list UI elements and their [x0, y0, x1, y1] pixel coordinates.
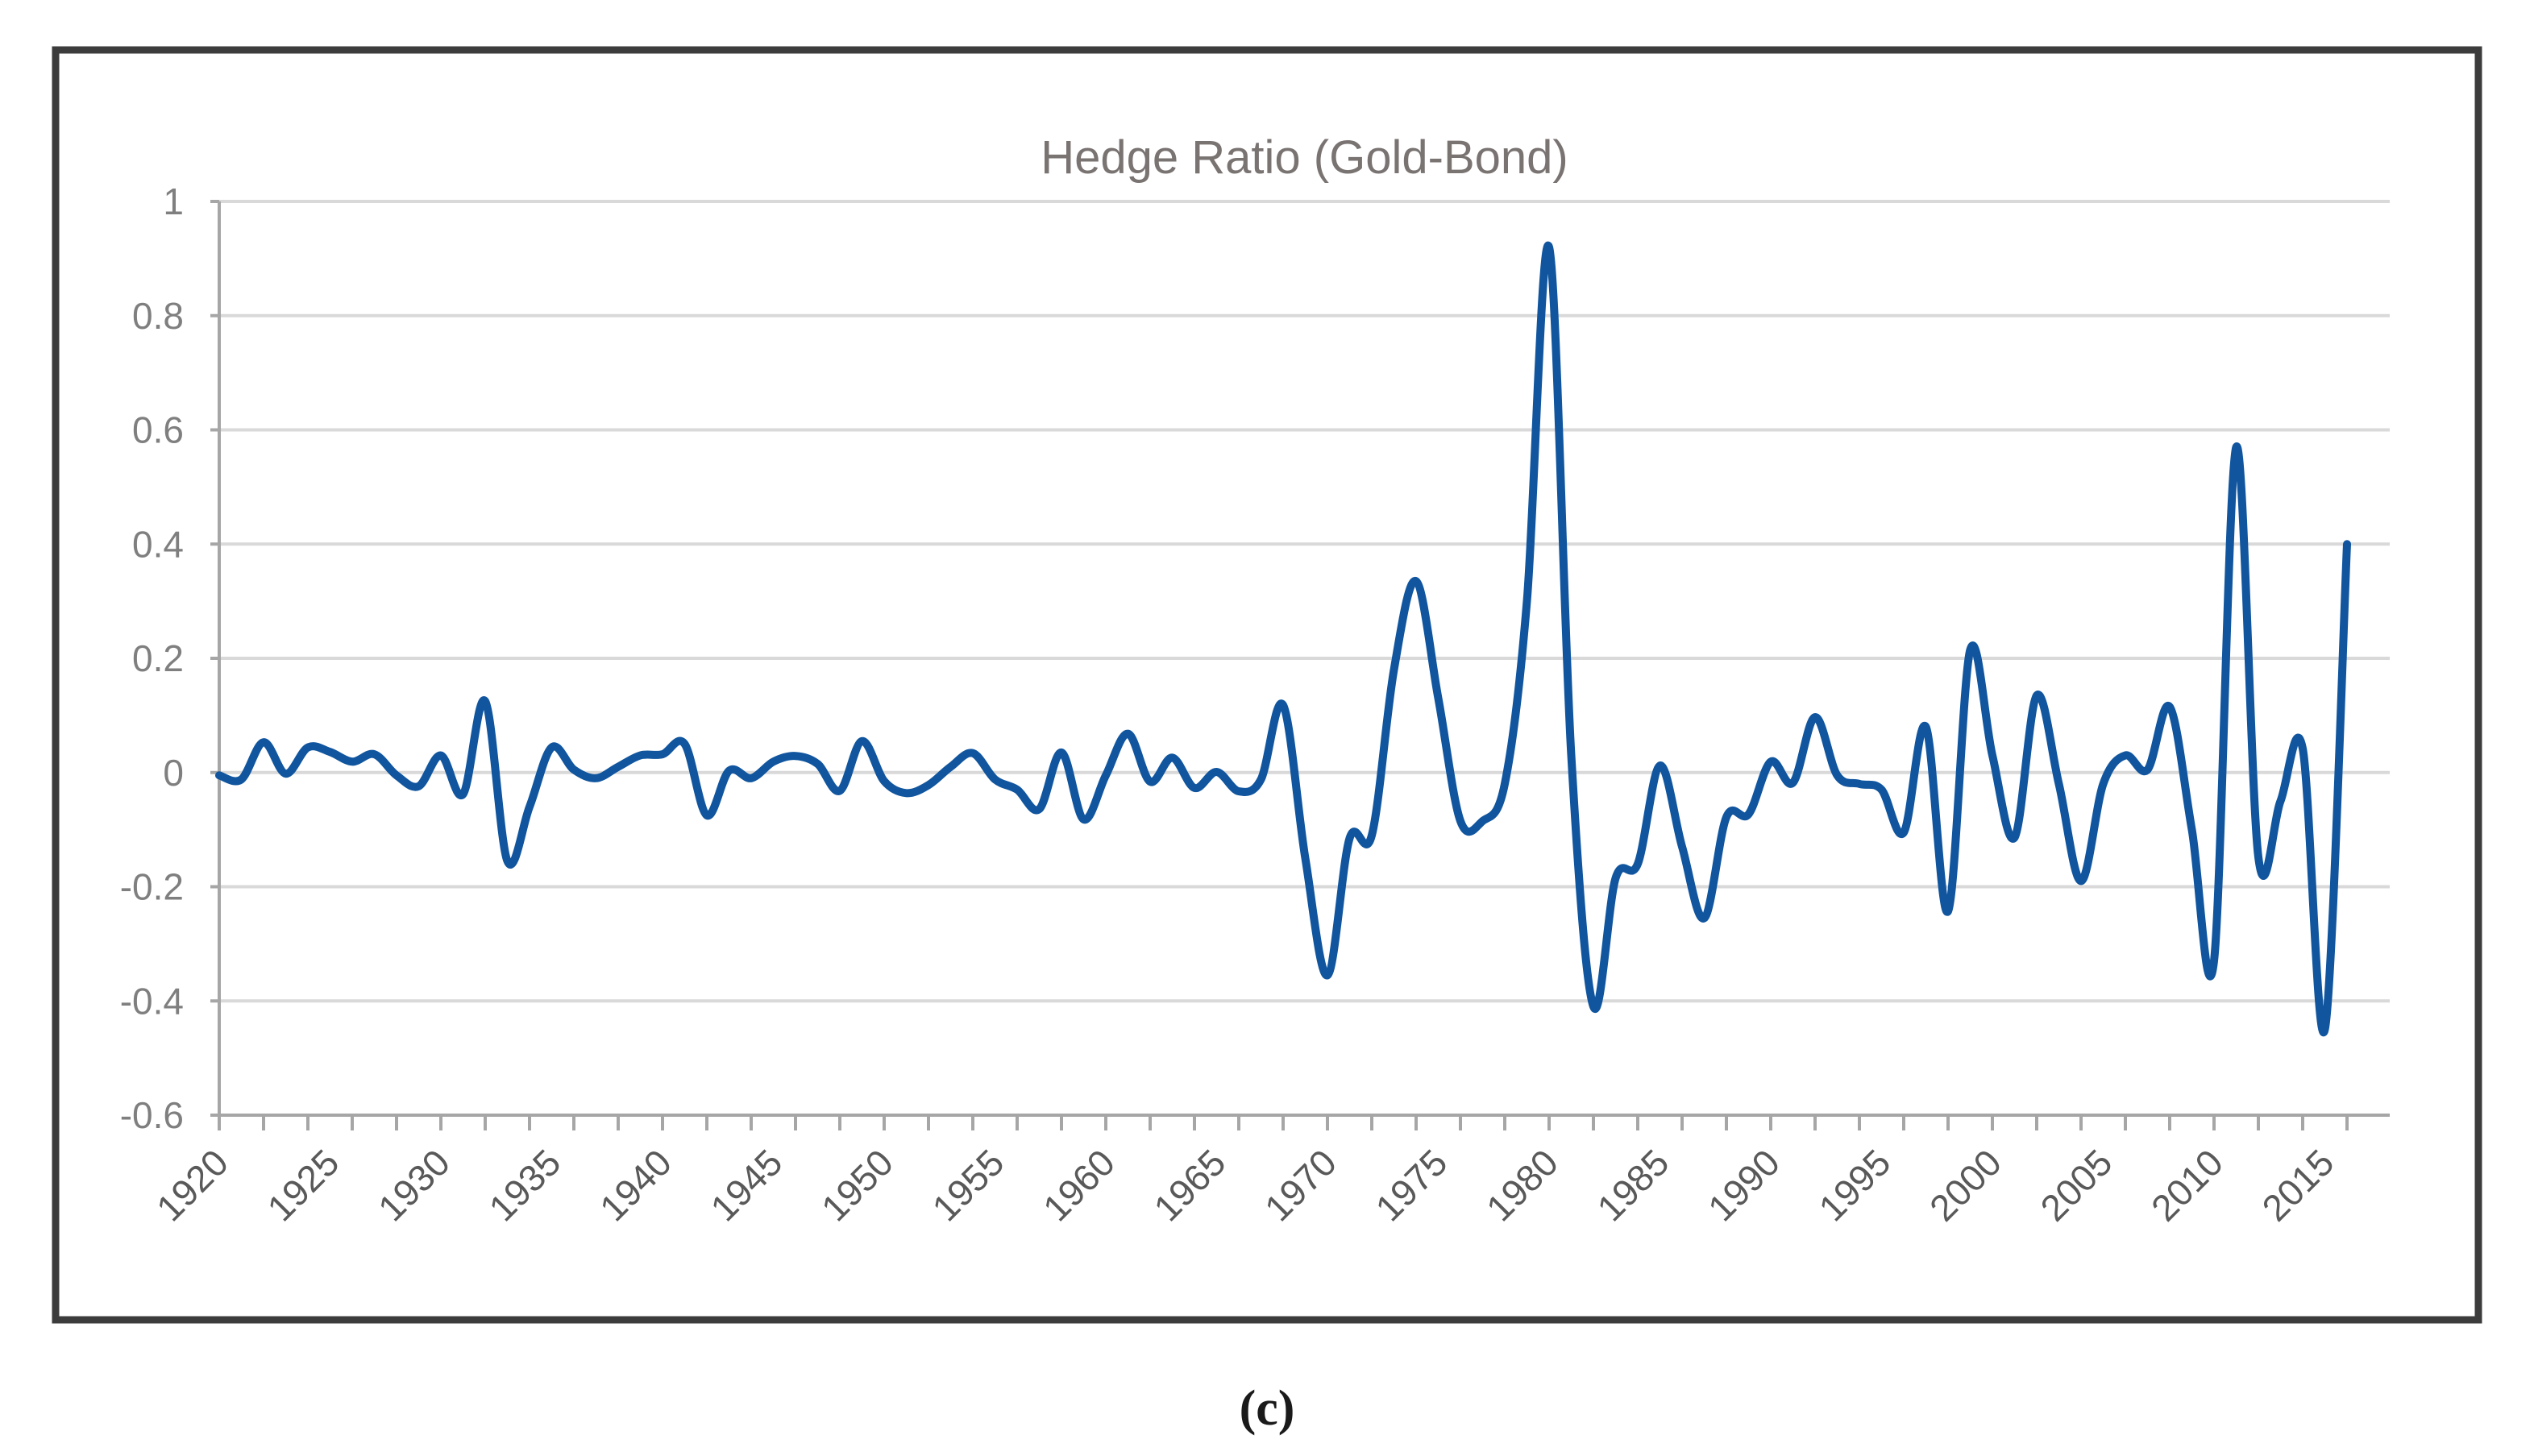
x-tick-label: 1925	[259, 1141, 347, 1229]
x-tick-label: 2005	[2032, 1141, 2120, 1229]
x-tick-label: 1985	[1589, 1141, 1676, 1229]
x-tick-label: 2000	[1921, 1141, 2009, 1229]
x-tick-label: 1945	[702, 1141, 790, 1229]
y-tick-label: 1	[163, 180, 184, 222]
x-tick-labels: 1920 1925 1930 1935 1940 1945 1950 1955 1960 1965…	[148, 1141, 2342, 1229]
y-tick-label: 0.6	[132, 409, 184, 451]
x-tick-label: 1920	[148, 1141, 236, 1229]
y-tick-labels: 1 0.8 0.6 0.4 0.2 0 -0.2 -0.4 -0.6	[120, 180, 184, 1136]
x-tick-label: 2010	[2143, 1141, 2231, 1229]
y-tick-label: 0.2	[132, 637, 184, 679]
x-tick-label: 1980	[1478, 1141, 1566, 1229]
chart-title: Hedge Ratio (Gold-Bond)	[1041, 131, 1568, 184]
y-axis	[210, 200, 221, 1117]
y-tick-label: -0.4	[120, 980, 184, 1022]
x-tick-label: 1955	[924, 1141, 1012, 1229]
x-tick-label: 1940	[592, 1141, 679, 1229]
x-tick-label: 2015	[2254, 1141, 2341, 1229]
x-tick-label: 1930	[370, 1141, 458, 1229]
y-tick-label: 0.8	[132, 295, 184, 337]
x-tick-label: 1995	[1810, 1141, 1898, 1229]
figure-border	[52, 46, 2482, 1324]
x-tick-label: 1965	[1145, 1141, 1233, 1229]
y-tick-label: -0.2	[120, 866, 184, 908]
series-line-hedge-ratio	[215, 241, 2351, 1037]
y-tick-label: 0.4	[132, 523, 184, 565]
x-axis	[218, 1114, 2390, 1130]
y-tick-label: -0.6	[120, 1094, 184, 1136]
y-tick-label: 0	[163, 752, 184, 794]
gridlines	[219, 200, 2390, 1003]
x-tick-label: 1950	[813, 1141, 901, 1229]
figure-caption: (c)	[1240, 1381, 1295, 1436]
x-tick-label: 1970	[1257, 1141, 1344, 1229]
x-tick-label: 1935	[480, 1141, 568, 1229]
x-tick-label: 1990	[1700, 1141, 1788, 1229]
x-tick-label: 1975	[1367, 1141, 1455, 1229]
x-tick-label: 1960	[1035, 1141, 1123, 1229]
